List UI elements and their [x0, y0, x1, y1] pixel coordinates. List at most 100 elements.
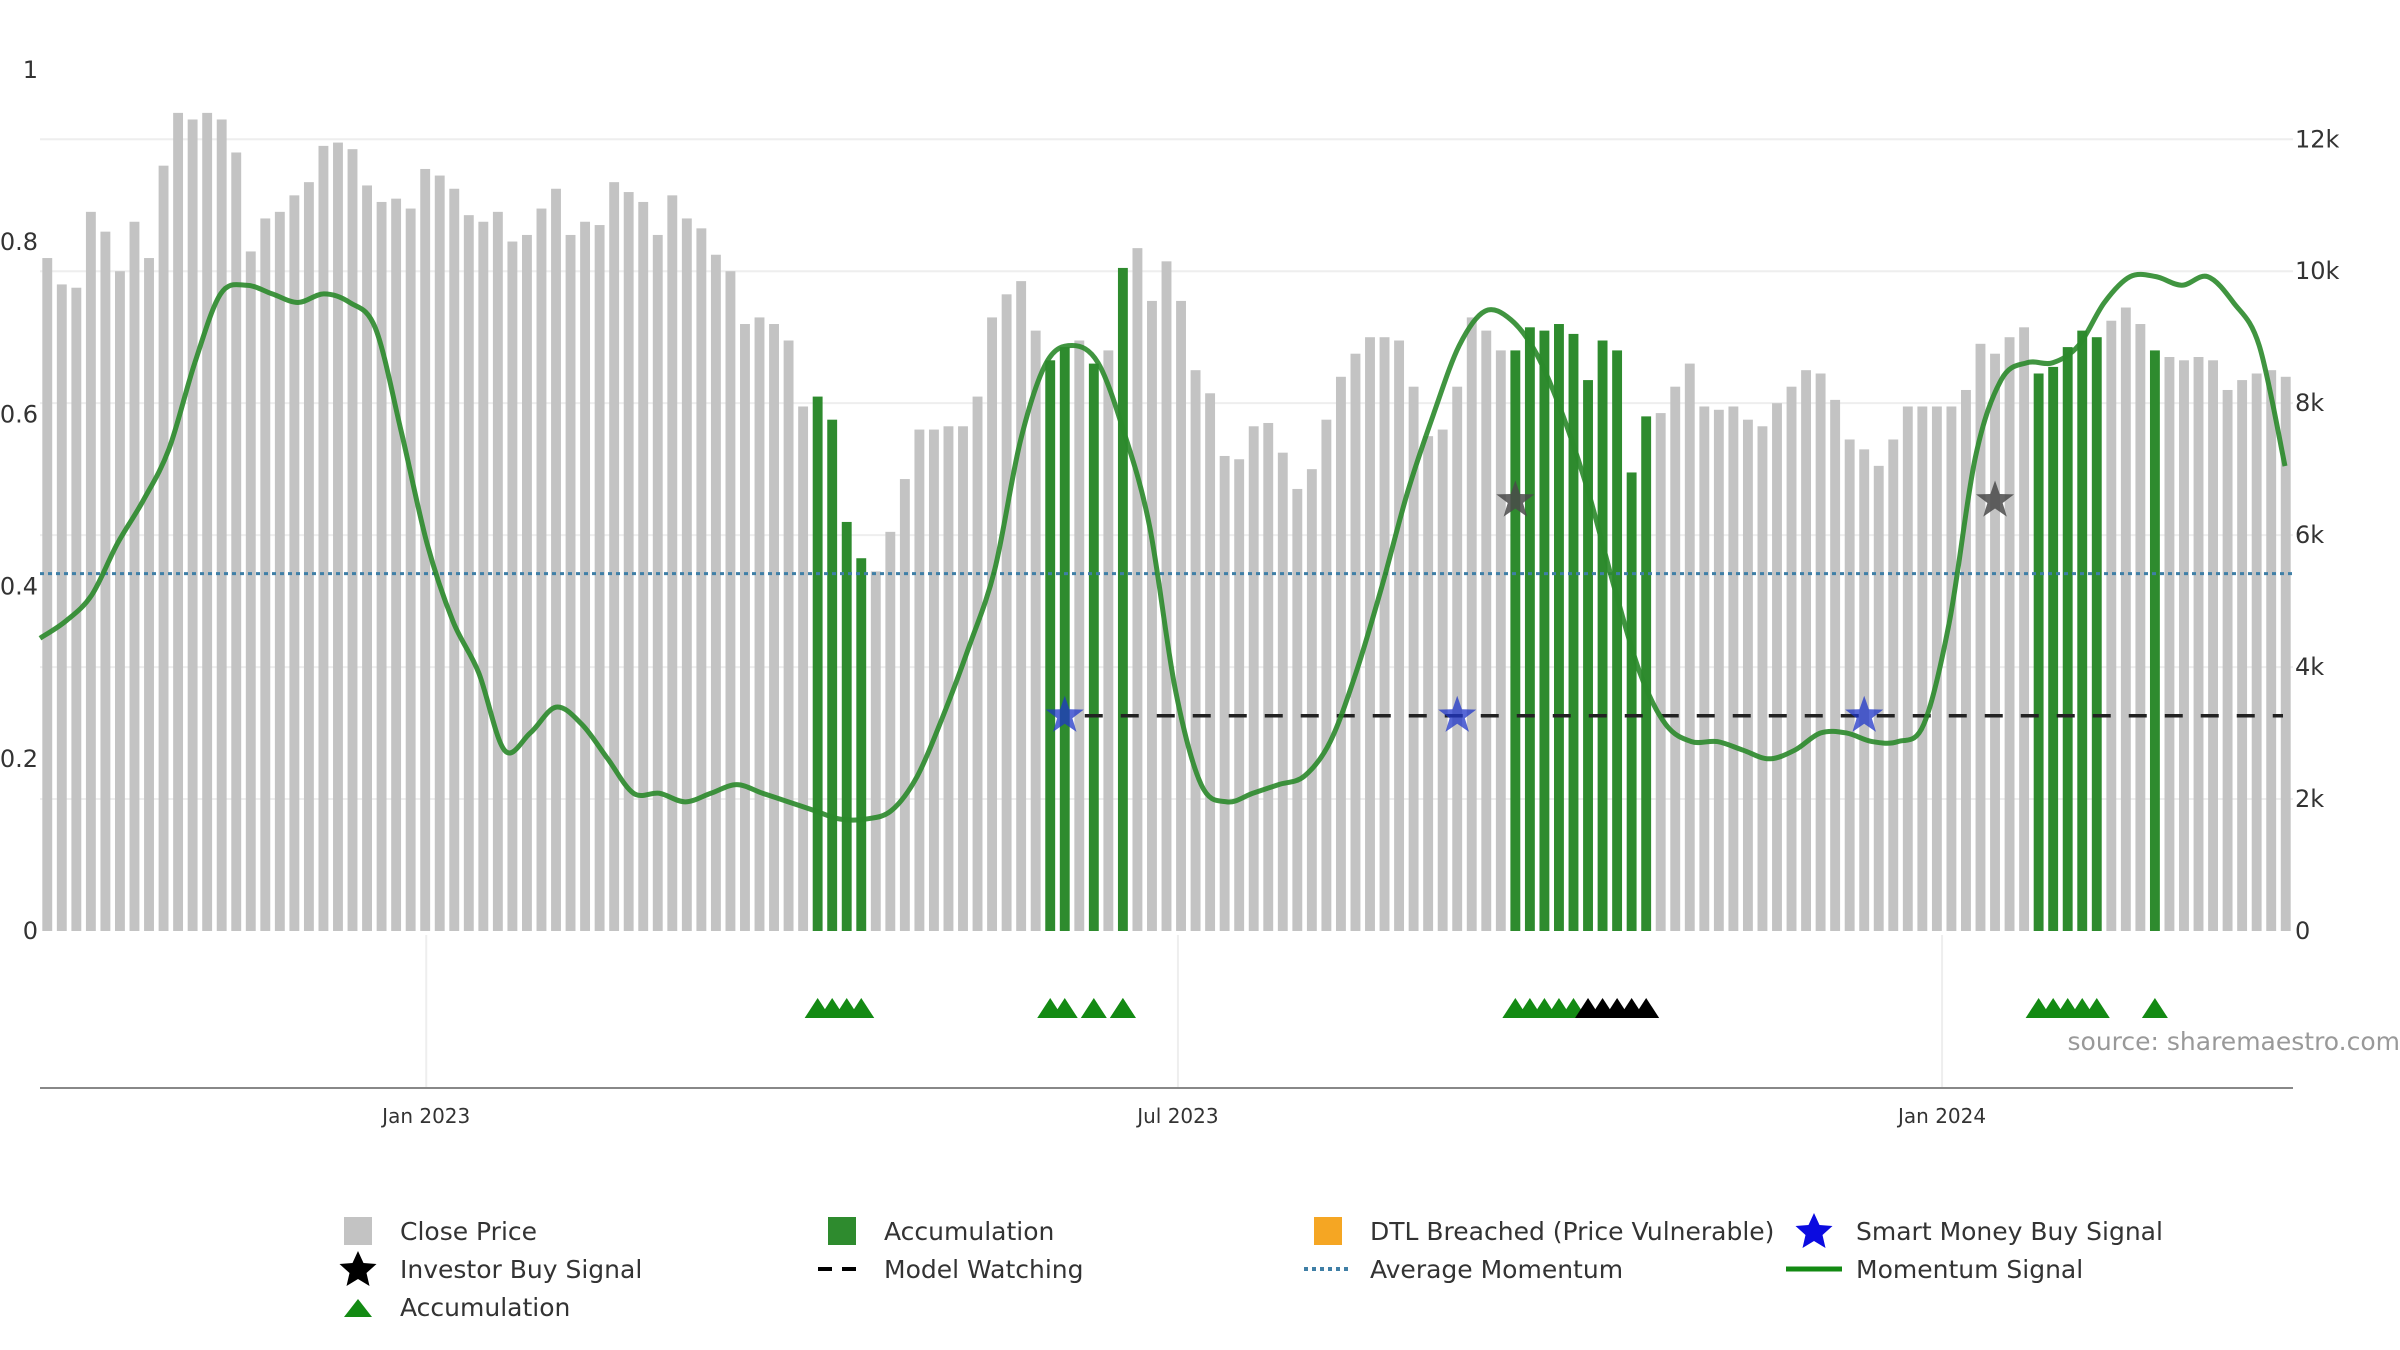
price-bar	[2208, 360, 2218, 932]
price-bar	[289, 195, 300, 931]
price-bar	[56, 284, 67, 931]
y-right-tick: 4k	[2295, 653, 2324, 681]
price-bar	[1452, 386, 1463, 931]
accumulation-bar	[2033, 373, 2044, 931]
price-bar	[769, 324, 779, 932]
price-bar	[2019, 327, 2030, 932]
price-bars	[42, 112, 2291, 932]
x-tick: Jan 2023	[380, 1104, 470, 1128]
legend-item: Accumulation	[330, 1288, 570, 1326]
price-bar	[434, 175, 445, 931]
price-bar	[347, 149, 358, 931]
price-bar	[2004, 337, 2015, 931]
accumulation-bar	[1612, 350, 1623, 931]
price-bar	[1684, 363, 1695, 932]
accumulation-bar	[1583, 380, 1593, 932]
price-bar	[1335, 376, 1346, 931]
accumulation-bar	[1568, 333, 1579, 931]
y-left-tick: 0.6	[0, 400, 38, 428]
accumulation-triangle	[848, 998, 875, 1018]
price-bar	[1466, 317, 1477, 931]
price-bar	[623, 192, 634, 931]
price-bar	[943, 426, 954, 931]
legend-label: Accumulation	[884, 1216, 1055, 1246]
smart-money-star	[1845, 695, 1884, 732]
price-bar	[173, 112, 184, 931]
price-bar	[1176, 300, 1186, 931]
legend-label: Close Price	[400, 1216, 538, 1246]
y-left-tick: 0	[23, 917, 38, 945]
price-bar	[129, 221, 140, 931]
price-bar	[2266, 370, 2277, 931]
price-bar	[144, 258, 154, 931]
accumulation-bar	[1626, 472, 1637, 931]
dotted-line-icon	[1304, 1267, 1352, 1271]
price-bar	[1147, 300, 1157, 931]
price-bar	[1277, 452, 1288, 931]
price-bar	[1757, 426, 1768, 931]
price-bar	[216, 119, 227, 931]
y-axis-left: 0 0.2 0.4 0.6 0.8 1	[0, 56, 38, 945]
legend-item: Average Momentum	[1300, 1250, 1623, 1288]
accumulation-bar	[827, 419, 838, 931]
price-bar	[115, 271, 125, 932]
price-bar	[972, 396, 983, 932]
legend-label: Investor Buy Signal	[400, 1254, 643, 1284]
green-line-icon	[1786, 1266, 1842, 1272]
price-bar	[754, 317, 765, 931]
price-bar	[667, 195, 678, 931]
price-bar	[1132, 248, 1143, 931]
price-bar	[958, 426, 968, 931]
price-bar	[594, 225, 605, 932]
price-bar	[1786, 386, 1797, 931]
price-bar	[1931, 406, 1942, 931]
chart-legend: Close Price Accumulation DTL Breached (Pri…	[330, 1212, 2230, 1332]
x-tick: Jul 2023	[1135, 1104, 1218, 1128]
price-bar	[376, 201, 387, 931]
price-bar	[1161, 261, 1172, 931]
price-bar	[2164, 357, 2175, 931]
legend-item: Model Watching	[814, 1250, 1084, 1288]
price-bar	[710, 254, 721, 932]
price-bar	[551, 188, 561, 932]
price-bar	[1481, 330, 1492, 931]
price-bar	[1350, 353, 1361, 931]
y-right-tick: 10k	[2295, 257, 2340, 285]
price-bar	[1234, 459, 1245, 931]
price-bar	[1815, 373, 1826, 931]
orange-square-icon	[1314, 1217, 1342, 1245]
price-bar	[318, 145, 329, 932]
legend-item: Close Price	[330, 1212, 537, 1250]
price-bar	[274, 211, 285, 931]
source-label: source: sharemaestro.com	[2068, 1027, 2400, 1056]
price-bar	[362, 185, 372, 931]
price-bar	[536, 208, 547, 931]
price-bar	[1016, 281, 1027, 931]
price-bar	[609, 182, 620, 932]
accumulation-triangle	[1633, 998, 1660, 1018]
price-bar	[1990, 353, 2000, 931]
price-bar	[478, 221, 489, 931]
black-star-icon	[339, 1251, 377, 1286]
price-bar	[1074, 340, 1085, 931]
price-bar	[914, 429, 925, 931]
price-bar	[1975, 343, 1986, 932]
price-bar	[187, 119, 198, 931]
smart-money-star	[1045, 695, 1084, 732]
price-bar	[1946, 406, 1957, 931]
price-bar	[1670, 386, 1681, 931]
green-triangle-icon	[344, 1299, 372, 1317]
accumulation-bar	[1117, 267, 1128, 931]
accumulation-bar	[1554, 324, 1564, 932]
accumulation-bar	[2077, 330, 2088, 931]
price-bar	[231, 152, 242, 932]
accumulation-bar	[1641, 416, 1652, 932]
price-bar	[798, 406, 809, 931]
price-bar	[1801, 370, 1812, 931]
price-bar	[2120, 307, 2131, 932]
accumulation-bar	[1510, 350, 1521, 931]
price-bar	[1888, 439, 1899, 931]
y-left-tick: 1	[23, 56, 38, 84]
price-bar	[1103, 350, 1114, 931]
